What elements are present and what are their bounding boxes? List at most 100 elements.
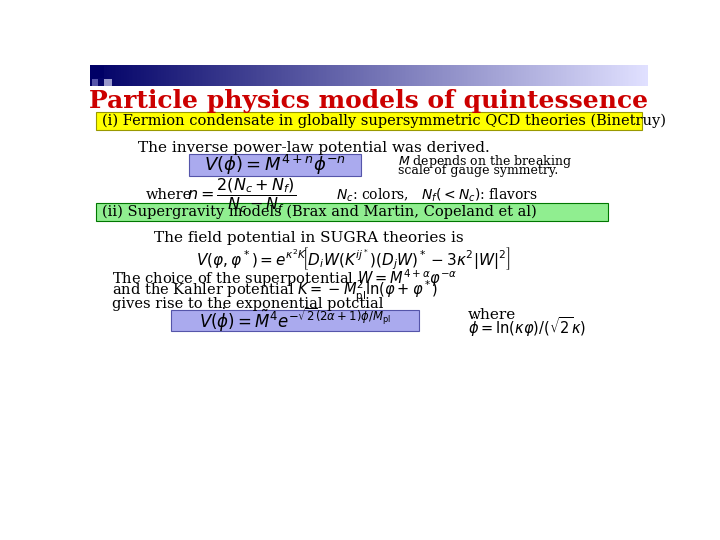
Bar [274, 65, 276, 85]
Bar [647, 65, 649, 85]
Bar [261, 65, 262, 85]
Bar [145, 65, 148, 85]
Bar [637, 65, 639, 85]
Bar [418, 65, 420, 85]
Bar [572, 65, 574, 85]
Bar [358, 65, 360, 85]
Bar [315, 65, 317, 85]
Bar [422, 65, 423, 85]
Text: and the Kahler potential $K = -M_{\rm pl}^2\ln(\varphi + \varphi^*)$: and the Kahler potential $K = -M_{\rm pl… [112, 279, 438, 303]
Bar [211, 65, 213, 85]
Bar [513, 65, 515, 85]
Bar [616, 65, 617, 85]
Bar [344, 65, 346, 85]
Bar [402, 65, 403, 85]
Text: $\dot{\phi} = \ln(\kappa\varphi)/(\sqrt{2}\kappa)$: $\dot{\phi} = \ln(\kappa\varphi)/(\sqrt{… [468, 315, 586, 339]
Bar [163, 65, 165, 85]
Bar [434, 65, 436, 85]
Bar [297, 65, 300, 85]
Bar [166, 65, 168, 85]
Bar [246, 65, 248, 85]
Bar [172, 65, 174, 85]
Bar [338, 65, 340, 85]
Bar [106, 65, 107, 85]
Bar [157, 65, 158, 85]
Bar [436, 65, 438, 85]
Text: $V(\dot{\phi}) = \tilde{M}^4 e^{-\sqrt{2}(2\alpha+1)\phi/M_{\rm pl}}$: $V(\dot{\phi}) = \tilde{M}^4 e^{-\sqrt{2… [199, 306, 392, 334]
Bar [109, 65, 111, 85]
Bar [526, 65, 528, 85]
Bar [179, 65, 180, 85]
Bar [98, 65, 99, 85]
Bar [456, 65, 458, 85]
Bar [300, 65, 301, 85]
Bar [238, 65, 239, 85]
Bar [631, 65, 633, 85]
Bar [608, 65, 610, 85]
Bar [411, 65, 413, 85]
Bar [140, 65, 142, 85]
Bar [408, 65, 410, 85]
Bar [626, 65, 629, 85]
Bar [121, 65, 123, 85]
Bar [383, 65, 385, 85]
Bar [482, 65, 484, 85]
Bar [532, 65, 534, 85]
Bar [394, 65, 396, 85]
Bar [431, 65, 433, 85]
Text: $M$ depends on the breaking: $M$ depends on the breaking [398, 153, 572, 170]
Bar [445, 65, 447, 85]
Bar [438, 65, 441, 85]
Bar [552, 65, 554, 85]
Bar [611, 65, 613, 85]
Bar [375, 65, 377, 85]
Bar [110, 65, 112, 85]
Bar [558, 65, 560, 85]
Bar [164, 65, 166, 85]
Bar [124, 65, 126, 85]
Bar [240, 65, 243, 85]
Bar [555, 65, 557, 85]
Bar [437, 65, 439, 85]
Bar [171, 309, 419, 331]
Bar [113, 65, 115, 85]
Bar [487, 65, 489, 85]
Bar [204, 65, 207, 85]
Bar [420, 65, 422, 85]
Bar [242, 65, 244, 85]
Bar [536, 65, 539, 85]
Bar [507, 65, 509, 85]
Bar [574, 65, 575, 85]
Bar [132, 65, 134, 85]
Bar [321, 65, 323, 85]
Bar [567, 65, 570, 85]
Text: where: where [145, 188, 192, 202]
Bar [446, 65, 449, 85]
Bar [114, 65, 117, 85]
Bar [248, 65, 250, 85]
Bar [549, 65, 551, 85]
Bar [104, 65, 106, 85]
Bar [137, 65, 138, 85]
Bar [168, 65, 169, 85]
Text: $n = \dfrac{2(N_c+N_f)}{N_c-N_f}$: $n = \dfrac{2(N_c+N_f)}{N_c-N_f}$ [186, 177, 296, 215]
Bar [634, 65, 636, 85]
Bar [265, 65, 267, 85]
Bar [366, 65, 368, 85]
Bar [332, 65, 334, 85]
Bar [323, 65, 325, 85]
Bar [341, 65, 343, 85]
Bar [333, 65, 336, 85]
Text: Particle physics models of quintessence: Particle physics models of quintessence [89, 89, 649, 113]
Bar [495, 65, 497, 85]
Bar [400, 65, 402, 85]
Bar [197, 65, 199, 85]
Bar [243, 65, 246, 85]
Bar [541, 65, 543, 85]
Bar [508, 65, 510, 85]
Bar [169, 65, 171, 85]
Bar [186, 65, 188, 85]
Bar [320, 65, 321, 85]
Bar [583, 65, 585, 85]
Bar [490, 65, 492, 85]
